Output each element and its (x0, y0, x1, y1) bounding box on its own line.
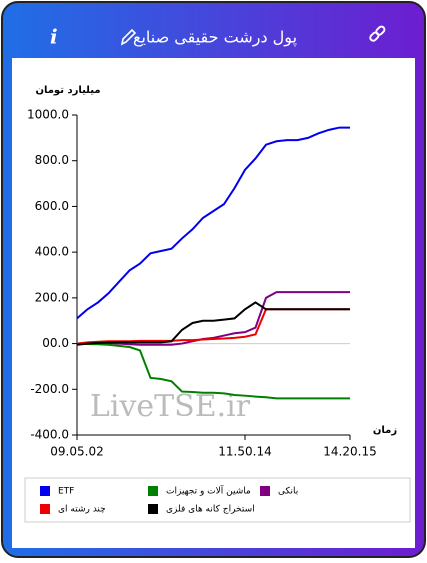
y-tick-label: 400.0 (35, 245, 69, 259)
x-axis-label: زمان (373, 425, 397, 436)
chart-title: پول درشت حقیقی صنایع (133, 28, 297, 48)
legend-label: ماشین آلات و تجهیزات (166, 485, 251, 497)
x-tick-label: 11.50.14 (218, 445, 271, 459)
legend-label: ETF (58, 487, 74, 497)
y-axis-label: میلیارد تومان (35, 85, 100, 96)
legend-label: بانکی (278, 487, 298, 497)
legend-box (24, 477, 411, 523)
legend-label: استخراج کانه های فلزی (166, 505, 255, 515)
edit-icon[interactable] (120, 28, 137, 46)
legend-swatch (260, 486, 270, 496)
y-tick-label: 600.0 (35, 199, 69, 213)
x-tick-label: 09.05.02 (50, 445, 103, 459)
chart-panel (12, 58, 415, 548)
series-line (76, 291, 350, 346)
y-tick-label: -400.0 (30, 428, 69, 442)
y-tick-label: 1000.0 (27, 108, 69, 122)
y-tick-label: 00.0 (42, 336, 69, 350)
series-line (76, 301, 350, 346)
link-icon[interactable] (369, 25, 386, 42)
legend-swatch (40, 504, 50, 514)
legend-swatch (148, 504, 158, 514)
y-tick-label: 200.0 (35, 290, 69, 304)
y-tick-label: 800.0 (35, 153, 69, 167)
info-icon[interactable]: i (50, 25, 58, 49)
legend-label: چند رشته ای (58, 505, 106, 515)
series-line (76, 342, 350, 400)
legend-swatch (40, 486, 50, 496)
legend-swatch (148, 486, 158, 496)
x-tick-label: 14.20.15 (323, 445, 376, 459)
watermark: LiveTSE.ir (90, 389, 251, 424)
series-line (76, 126, 350, 320)
y-tick-label: -200.0 (30, 382, 69, 396)
